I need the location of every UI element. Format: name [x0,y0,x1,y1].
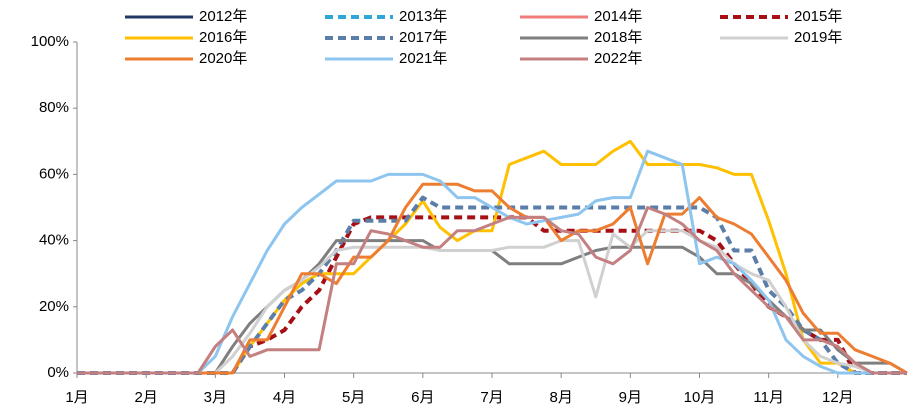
x-tick-label: 8月 [549,389,572,406]
y-tick-label: 0% [47,364,69,381]
series-line [77,149,907,375]
legend-label: 2021年 [399,50,447,67]
x-tick-label: 11月 [753,389,784,406]
y-tick-label: 100% [31,33,69,50]
series-line [77,215,907,375]
x-tick-label: 3月 [204,389,227,406]
x-tick-label: 10月 [684,389,716,406]
legend-label: 2017年 [399,29,447,46]
x-tick-label: 4月 [273,389,296,406]
x-tick-label: 5月 [342,389,365,406]
legend-label: 2022年 [594,50,642,67]
legend-label: 2018年 [594,29,642,46]
y-tick-label: 40% [39,232,69,249]
legend-label: 2012年 [199,8,247,25]
x-tick-label: 7月 [480,389,503,406]
x-tick-label: 9月 [619,389,642,406]
x-tick-label: 12月 [822,389,854,406]
x-tick-label: 2月 [134,389,157,406]
legend-label: 2019年 [794,29,842,46]
legend-label: 2016年 [199,29,247,46]
y-tick-label: 20% [39,298,69,315]
legend-label: 2013年 [399,8,447,25]
legend-label: 2015年 [794,8,842,25]
y-tick-label: 60% [39,165,69,182]
series-line [77,182,908,375]
x-tick-label: 6月 [411,389,434,406]
legend-label: 2020年 [199,50,247,67]
legend-label: 2014年 [594,8,642,25]
y-tick-label: 80% [39,99,69,116]
x-tick-label: 1月 [65,389,88,406]
series-line [77,139,907,375]
series-line [77,206,907,375]
